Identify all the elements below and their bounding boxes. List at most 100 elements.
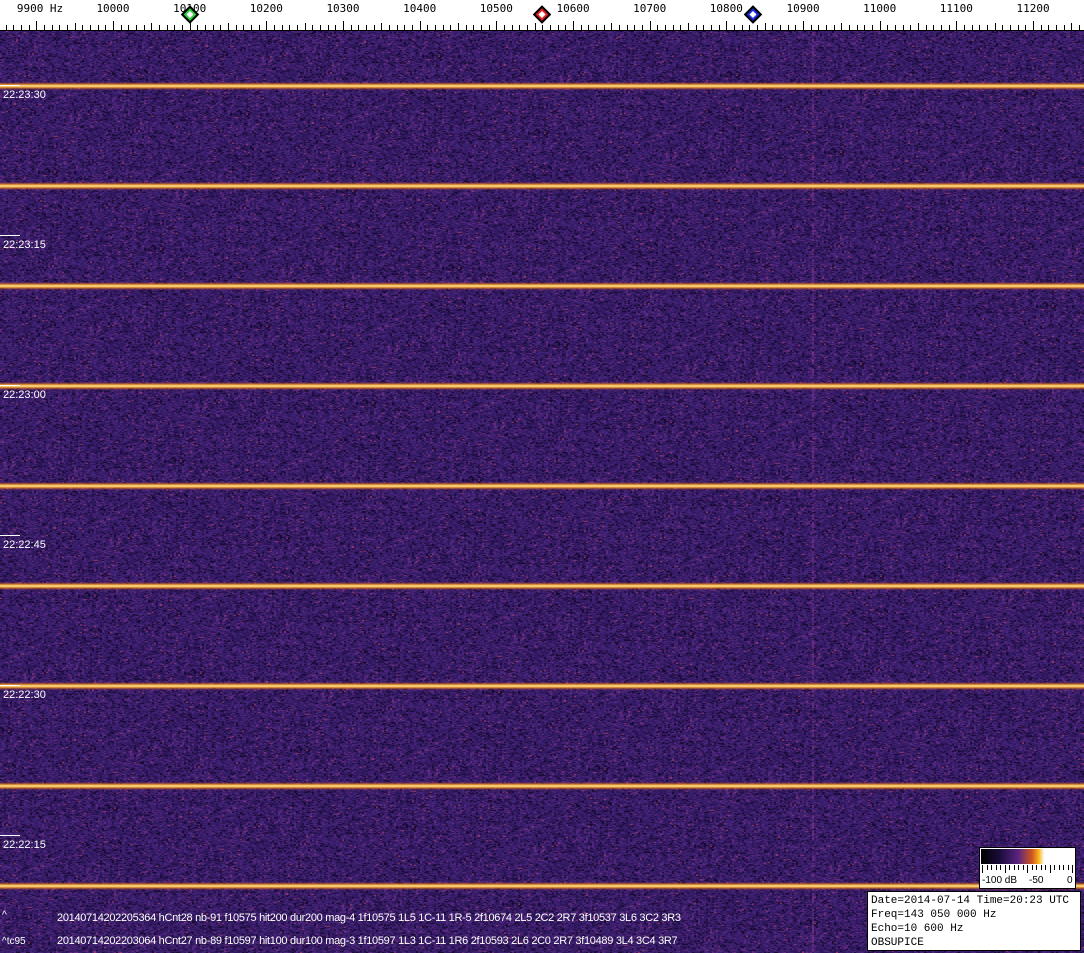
scale-tick	[986, 865, 988, 870]
axis-tick	[305, 23, 306, 30]
scale-tick	[1000, 865, 1001, 870]
axis-tick	[995, 23, 996, 30]
axis-tick	[895, 25, 896, 30]
axis-tick	[811, 25, 812, 30]
axis-tick	[650, 21, 651, 30]
frequency: Freq=143 050 000 Hz	[871, 909, 997, 921]
frequency-label: 10600	[556, 2, 590, 15]
axis-tick	[243, 25, 244, 30]
axis-tick	[6, 25, 7, 30]
axis-tick	[312, 25, 313, 30]
axis-tick	[443, 25, 444, 30]
axis-tick	[389, 25, 390, 30]
scale-tick	[1072, 865, 1073, 873]
axis-tick	[627, 25, 628, 30]
scale-tick	[995, 865, 997, 870]
axis-tick	[1048, 25, 1049, 30]
frequency-label: 10200	[249, 2, 283, 15]
axis-tick	[458, 23, 459, 30]
axis-tick	[52, 25, 53, 30]
axis-tick	[228, 23, 229, 30]
axis-tick	[918, 23, 919, 30]
axis-tick	[558, 25, 559, 30]
axis-tick	[473, 25, 474, 30]
axis-tick	[236, 25, 237, 30]
scale-tick	[1031, 865, 1033, 870]
detection-line: 20140714202203064 hCnt27 nb-89 f10597 hi…	[57, 935, 678, 947]
axis-tick	[351, 25, 352, 30]
axis-tick	[1079, 25, 1080, 30]
axis-tick	[987, 25, 988, 30]
axis-tick	[703, 25, 704, 30]
axis-tick	[297, 25, 298, 30]
axis-tick	[619, 25, 620, 30]
axis-tick	[588, 25, 589, 30]
axis-tick	[213, 25, 214, 30]
axis-tick	[772, 25, 773, 30]
axis-tick	[596, 25, 597, 30]
axis-tick	[343, 21, 344, 30]
axis-tick	[481, 25, 482, 30]
scale-tick	[1027, 865, 1028, 873]
axis-tick	[872, 25, 873, 30]
axis-tick	[128, 25, 129, 30]
scale-tick	[1045, 865, 1046, 870]
axis-tick	[121, 25, 122, 30]
scale-tick	[1058, 865, 1060, 870]
axis-tick	[611, 23, 612, 30]
scale-tick	[1054, 865, 1055, 870]
axis-tick	[734, 25, 735, 30]
axis-tick	[1018, 25, 1019, 30]
axis-tick	[964, 25, 965, 30]
axis-tick	[665, 25, 666, 30]
axis-tick	[44, 25, 45, 30]
axis-tick	[818, 25, 819, 30]
detection-line: 20140714202205364 hCnt28 nb-91 f10575 hi…	[57, 912, 681, 924]
axis-tick	[795, 25, 796, 30]
axis-tick	[742, 25, 743, 30]
axis-tick	[427, 25, 428, 30]
axis-tick	[680, 25, 681, 30]
scale-tick	[1063, 865, 1064, 870]
axis-tick	[519, 25, 520, 30]
axis-tick	[21, 25, 22, 30]
axis-tick	[749, 25, 750, 30]
axis-tick	[788, 25, 789, 30]
time-label: 22:23:30	[0, 85, 46, 101]
axis-tick	[182, 25, 183, 30]
axis-tick	[59, 25, 60, 30]
axis-tick	[726, 21, 727, 30]
axis-tick	[1056, 25, 1057, 30]
axis-tick	[435, 25, 436, 30]
blue-marker[interactable]	[743, 5, 763, 24]
axis-tick	[358, 25, 359, 30]
axis-tick	[374, 25, 375, 30]
axis-tick	[167, 25, 168, 30]
axis-tick	[197, 25, 198, 30]
axis-tick	[151, 23, 152, 30]
axis-tick	[174, 25, 175, 30]
time-label: 22:22:45	[0, 535, 46, 551]
axis-tick	[1025, 25, 1026, 30]
axis-tick	[289, 25, 290, 30]
axis-tick	[1064, 25, 1065, 30]
red-marker[interactable]	[533, 5, 552, 24]
axis-tick	[933, 25, 934, 30]
axis-tick	[527, 25, 528, 30]
frequency-label: 10300	[326, 2, 360, 15]
color-scale-legend: -100 dB -50 0	[979, 847, 1076, 889]
scale-tick	[1036, 865, 1037, 870]
axis-tick	[657, 25, 658, 30]
frequency-label: 10000	[96, 2, 130, 15]
axis-tick	[841, 23, 842, 30]
waterfall-display[interactable]	[0, 31, 1084, 953]
axis-tick	[136, 25, 137, 30]
axis-tick	[328, 25, 329, 30]
axis-tick	[765, 23, 766, 30]
station-name: OBSUPICE	[871, 937, 924, 949]
axis-tick	[335, 25, 336, 30]
axis-tick	[887, 25, 888, 30]
axis-tick	[450, 25, 451, 30]
axis-tick	[98, 25, 99, 30]
